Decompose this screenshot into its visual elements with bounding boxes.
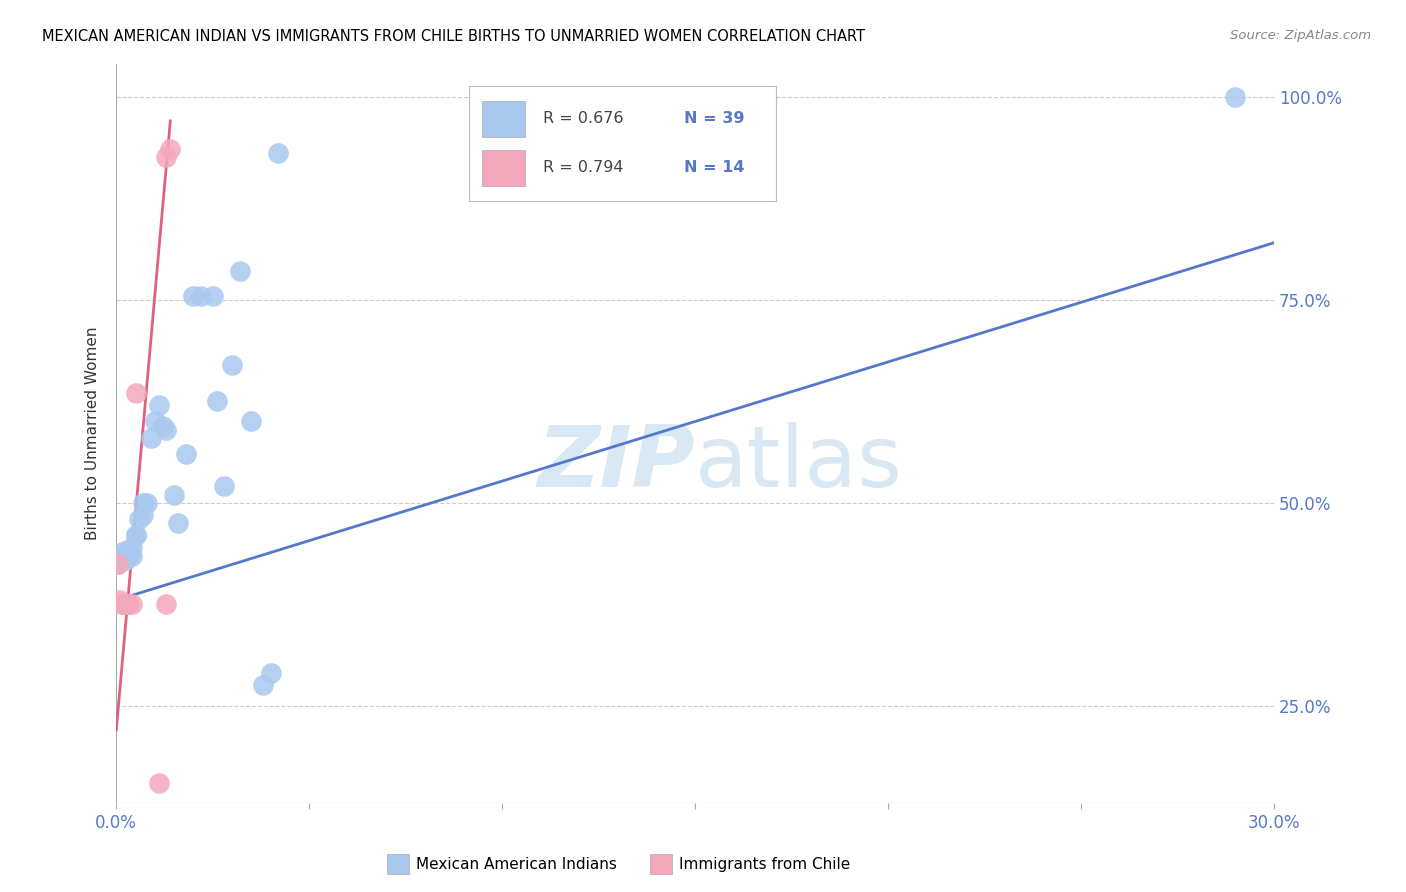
- Point: [267, 146, 290, 161]
- Point: [190, 288, 212, 302]
- Point: [132, 496, 155, 510]
- Text: Mexican American Indians: Mexican American Indians: [416, 857, 617, 871]
- Point: [252, 678, 274, 692]
- Point: [143, 415, 166, 429]
- Y-axis label: Births to Unmarried Women: Births to Unmarried Women: [86, 327, 100, 541]
- Point: [167, 516, 190, 530]
- Point: [201, 288, 224, 302]
- Point: [163, 487, 186, 501]
- Point: [111, 597, 134, 611]
- Point: [118, 544, 141, 558]
- Point: [108, 593, 131, 607]
- Point: [155, 597, 177, 611]
- Point: [124, 528, 146, 542]
- Point: [117, 544, 139, 558]
- Point: [155, 151, 177, 165]
- Point: [152, 418, 174, 433]
- Point: [214, 479, 236, 493]
- Point: [121, 549, 143, 563]
- Point: [121, 541, 143, 555]
- Point: [148, 398, 170, 412]
- Point: [1225, 89, 1247, 103]
- Point: [112, 597, 135, 611]
- Point: [240, 415, 263, 429]
- Point: [112, 597, 135, 611]
- Point: [124, 386, 146, 401]
- Point: [107, 557, 129, 571]
- Point: [115, 549, 138, 563]
- Text: Immigrants from Chile: Immigrants from Chile: [679, 857, 851, 871]
- Text: atlas: atlas: [695, 422, 903, 505]
- Point: [112, 544, 135, 558]
- Point: [128, 512, 150, 526]
- Text: ZIP: ZIP: [537, 422, 695, 505]
- Point: [205, 394, 228, 409]
- Point: [148, 776, 170, 790]
- Point: [221, 358, 243, 372]
- Point: [121, 597, 143, 611]
- Point: [117, 549, 139, 563]
- Point: [183, 288, 205, 302]
- Point: [112, 597, 135, 611]
- Point: [136, 496, 159, 510]
- Point: [124, 528, 146, 542]
- Text: Source: ZipAtlas.com: Source: ZipAtlas.com: [1230, 29, 1371, 42]
- Point: [155, 423, 177, 437]
- Point: [117, 597, 139, 611]
- Point: [139, 431, 162, 445]
- Point: [229, 264, 252, 278]
- Point: [259, 666, 281, 681]
- Text: MEXICAN AMERICAN INDIAN VS IMMIGRANTS FROM CHILE BIRTHS TO UNMARRIED WOMEN CORRE: MEXICAN AMERICAN INDIAN VS IMMIGRANTS FR…: [42, 29, 865, 44]
- Point: [108, 549, 131, 563]
- Point: [159, 142, 181, 156]
- Point: [107, 557, 129, 571]
- Point: [111, 552, 134, 566]
- Point: [174, 447, 197, 461]
- Point: [132, 508, 155, 522]
- Point: [112, 549, 135, 563]
- Point: [117, 597, 139, 611]
- Point: [117, 549, 139, 563]
- Point: [115, 552, 138, 566]
